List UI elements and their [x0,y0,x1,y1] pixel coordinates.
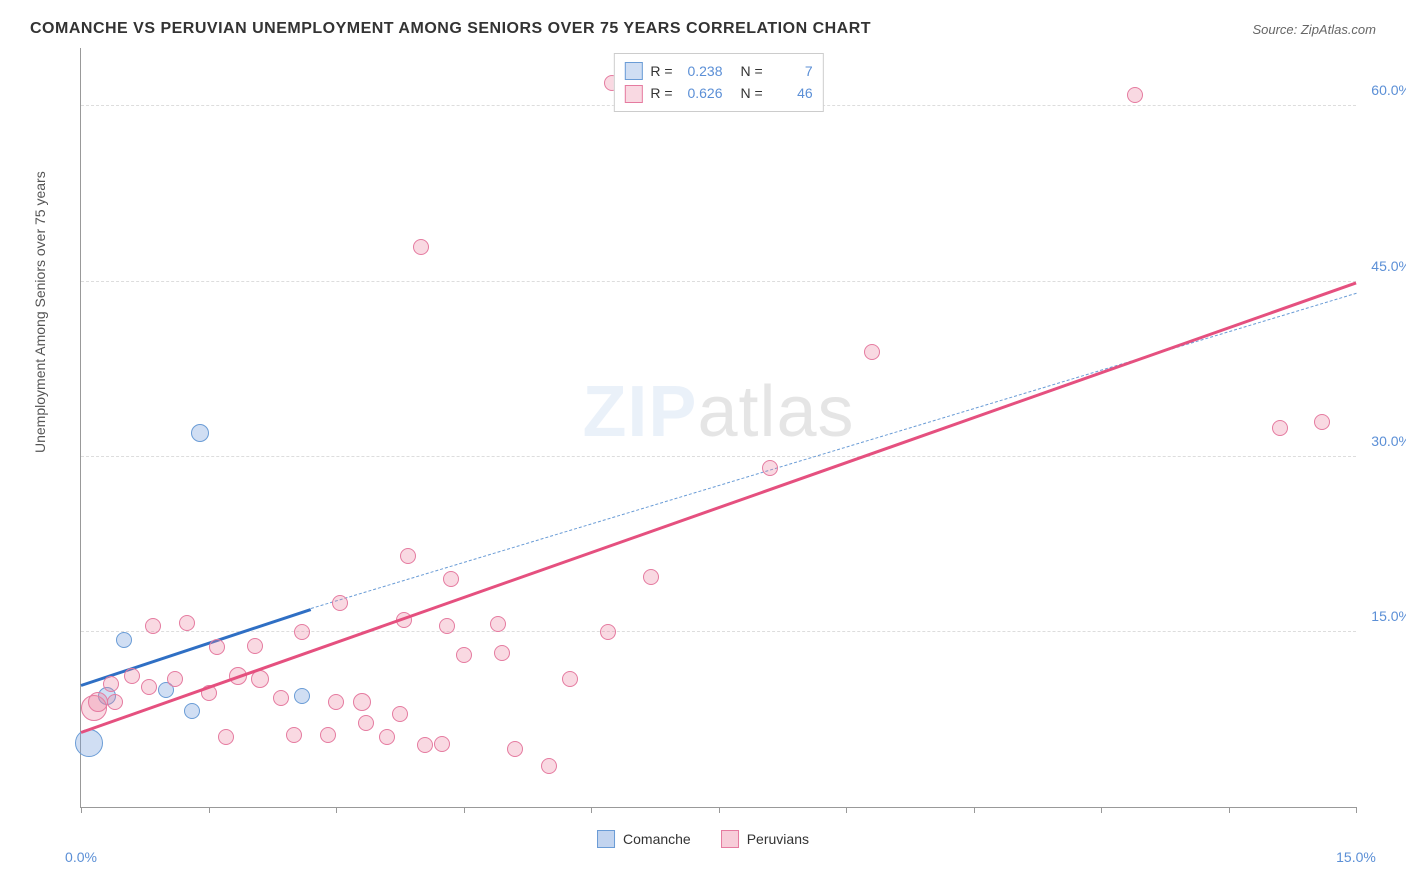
watermark: ZIPatlas [582,371,854,453]
trend-line [310,293,1356,609]
data-point [124,668,140,684]
x-tick [846,807,847,813]
x-tick [464,807,465,813]
data-point [332,595,348,611]
legend-row-peruvians: R = 0.626 N = 46 [624,82,812,104]
x-tick [1356,807,1357,813]
data-point [88,692,108,712]
data-point [379,729,395,745]
data-point [456,647,472,663]
data-point [107,694,123,710]
legend-item: Peruvians [721,830,809,848]
header: COMANCHE VS PERUVIAN UNEMPLOYMENT AMONG … [30,20,1376,38]
data-point [328,694,344,710]
data-point [494,645,510,661]
data-point [643,569,659,585]
x-tick-label: 15.0% [1336,849,1376,865]
data-point [320,727,336,743]
x-tick [81,807,82,813]
source-label: Source: ZipAtlas.com [1252,22,1376,37]
data-point [286,727,302,743]
r-value-peruvians: 0.626 [681,82,723,104]
data-point [247,638,263,654]
data-point [209,639,225,655]
chart-container: COMANCHE VS PERUVIAN UNEMPLOYMENT AMONG … [0,0,1406,892]
grid-line [81,456,1356,457]
swatch-comanche [624,62,642,80]
chart-area: Unemployment Among Seniors over 75 years… [30,48,1376,858]
data-point [191,424,209,442]
scatter-plot: ZIPatlas R = 0.238 N = 7 R = 0.626 N = 4… [80,48,1356,808]
data-point [353,693,371,711]
data-point [1272,420,1288,436]
data-point [413,239,429,255]
y-tick-label: 45.0% [1371,258,1406,274]
data-point [434,736,450,752]
data-point [562,671,578,687]
trend-line [81,282,1357,734]
data-point [141,679,157,695]
y-tick-label: 60.0% [1371,82,1406,98]
legend-swatch [721,830,739,848]
x-tick [1101,807,1102,813]
chart-title: COMANCHE VS PERUVIAN UNEMPLOYMENT AMONG … [30,20,871,38]
data-point [762,460,778,476]
n-value-comanche: 7 [771,60,813,82]
x-tick [974,807,975,813]
data-point [490,616,506,632]
x-tick [719,807,720,813]
y-axis-label: Unemployment Among Seniors over 75 years [32,171,48,453]
y-tick-label: 30.0% [1371,433,1406,449]
data-point [103,676,119,692]
data-point [116,632,132,648]
data-point [392,706,408,722]
grid-line [81,281,1356,282]
data-point [1127,87,1143,103]
x-tick [209,807,210,813]
legend-item: Comanche [597,830,691,848]
x-tick [1229,807,1230,813]
data-point [145,618,161,634]
swatch-peruvians [624,85,642,103]
data-point [358,715,374,731]
data-point [600,624,616,640]
trend-line [81,609,311,688]
series-legend: Comanche Peruvians [597,830,809,848]
grid-line [81,631,1356,632]
data-point [184,703,200,719]
data-point [273,690,289,706]
legend-label: Comanche [623,831,691,847]
x-tick [336,807,337,813]
x-tick-label: 0.0% [65,849,97,865]
data-point [417,737,433,753]
x-tick [591,807,592,813]
data-point [179,615,195,631]
data-point [294,688,310,704]
data-point [75,729,103,757]
data-point [443,571,459,587]
data-point [218,729,234,745]
data-point [864,344,880,360]
correlation-legend: R = 0.238 N = 7 R = 0.626 N = 46 [613,53,823,112]
legend-label: Peruvians [747,831,809,847]
data-point [541,758,557,774]
y-tick-label: 15.0% [1371,608,1406,624]
data-point [294,624,310,640]
n-value-peruvians: 46 [771,82,813,104]
data-point [507,741,523,757]
legend-swatch [597,830,615,848]
data-point [400,548,416,564]
data-point [167,671,183,687]
r-value-comanche: 0.238 [681,60,723,82]
data-point [1314,414,1330,430]
data-point [439,618,455,634]
legend-row-comanche: R = 0.238 N = 7 [624,60,812,82]
